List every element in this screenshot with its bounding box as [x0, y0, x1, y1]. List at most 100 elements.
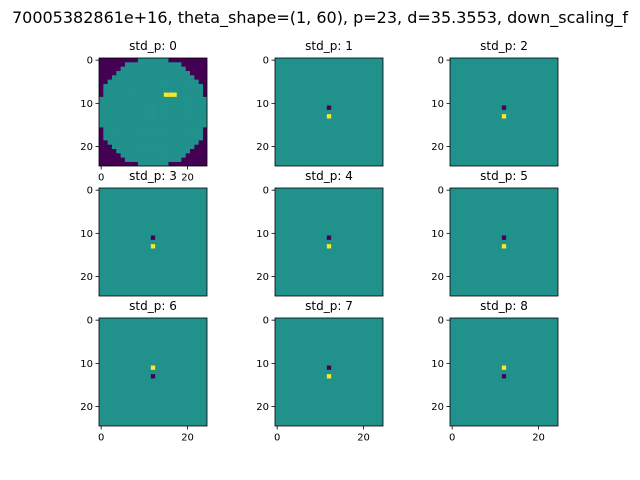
heatmap-cell	[133, 118, 139, 124]
heatmap-cell	[137, 83, 143, 89]
heatmap-cell	[150, 96, 156, 102]
heatmap-cell	[185, 105, 191, 111]
heatmap-cell	[146, 140, 152, 145]
heatmap-cell	[120, 131, 126, 137]
heatmap-cell	[103, 114, 108, 119]
y-tick-label: 0	[263, 186, 269, 197]
heatmap-cell	[172, 101, 178, 106]
y-tick-label: 20	[80, 272, 93, 283]
heatmap-cell	[124, 66, 130, 72]
heatmap-cell	[189, 122, 195, 128]
heatmap-cell	[99, 96, 104, 102]
heatmap-cell-low	[501, 374, 507, 379]
heatmap-cell	[176, 140, 182, 145]
heatmap-cell	[168, 88, 173, 93]
heatmap-cell	[124, 70, 130, 76]
heatmap-cell	[111, 75, 117, 80]
axes-frame	[449, 57, 559, 167]
heatmap-cell	[124, 75, 130, 80]
heatmap-cell	[150, 118, 156, 124]
heatmap-cell	[103, 101, 108, 106]
heatmap-cell	[172, 127, 178, 132]
heatmap-cell	[107, 131, 113, 137]
heatmap-cell	[142, 109, 147, 115]
x-tick-label: 20	[181, 433, 194, 444]
heatmap-cell-high	[501, 114, 507, 119]
heatmap-cell	[159, 118, 165, 124]
heatmap-cell	[172, 122, 178, 128]
heatmap-cell	[120, 122, 126, 128]
heatmap-cell	[137, 79, 143, 85]
heatmap-cell	[111, 92, 117, 98]
heatmap-cell	[111, 101, 117, 106]
heatmap-cell	[163, 75, 169, 80]
heatmap-cell	[194, 96, 199, 102]
heatmap-cell	[107, 114, 113, 119]
heatmap-cell	[181, 109, 186, 115]
heatmap-cell	[194, 79, 199, 85]
heatmap-cell	[142, 131, 147, 137]
heatmap-cell	[124, 114, 130, 119]
heatmap-cell	[155, 70, 160, 76]
heatmap-cell	[163, 148, 169, 154]
heatmap-cell	[133, 109, 139, 115]
heatmap-cell	[120, 66, 126, 72]
heatmap-cell	[111, 109, 117, 115]
heatmap-cell	[150, 79, 156, 85]
heatmap-cell	[146, 109, 152, 115]
heatmap-cell	[99, 118, 104, 124]
heatmap-cell	[124, 88, 130, 93]
x-tick-label: 0	[449, 433, 455, 444]
heatmap-cell	[194, 140, 199, 145]
heatmap-cell	[176, 122, 182, 128]
y-tick-label: 10	[256, 229, 269, 240]
heatmap-cell	[159, 88, 165, 93]
heatmap-cell	[155, 140, 160, 145]
heatmap-cell	[198, 83, 203, 89]
heatmap-cell	[129, 66, 134, 72]
heatmap-cell	[198, 92, 203, 98]
heatmap-cell	[103, 135, 108, 141]
heatmap-cell	[194, 88, 199, 93]
y-tick-label: 0	[263, 56, 269, 67]
heatmap-cell	[185, 75, 191, 80]
heatmap-cell	[116, 135, 121, 141]
heatmap-cell	[146, 79, 152, 85]
heatmap-cell	[163, 109, 169, 115]
heatmap-cell	[202, 101, 208, 106]
heatmap-cell	[194, 109, 199, 115]
heatmap-cell	[176, 70, 182, 76]
heatmap-cell	[120, 75, 126, 80]
heatmap-cell-low	[326, 105, 332, 110]
heatmap-cell	[159, 144, 165, 150]
heatmap-cell	[150, 161, 156, 167]
heatmap-background	[275, 58, 383, 166]
heatmap-cell	[129, 105, 134, 111]
heatmap-cell	[120, 114, 126, 119]
heatmap-cell	[99, 101, 104, 106]
heatmap-cell	[176, 148, 182, 154]
x-tick-label: 20	[181, 173, 194, 184]
heatmap-cell	[168, 122, 173, 128]
heatmap-cell	[194, 101, 199, 106]
heatmap-cell	[155, 109, 160, 115]
x-tick-label: 20	[532, 433, 545, 444]
heatmap-panel-5: 0 10 20 std_p: 5	[431, 169, 559, 297]
heatmap-cell	[194, 127, 199, 132]
heatmap-cell	[198, 131, 203, 137]
heatmap-cell	[133, 148, 139, 154]
heatmap-cell	[120, 127, 126, 132]
heatmap-cell	[111, 105, 117, 111]
heatmap-cell	[103, 131, 108, 137]
heatmap-cell	[168, 96, 173, 102]
heatmap-cell	[176, 92, 182, 98]
heatmap-cell	[137, 62, 143, 67]
heatmap-cell	[168, 66, 173, 72]
heatmap-cell	[172, 79, 178, 85]
heatmap-cell	[111, 131, 117, 137]
subplot-title: std_p: 4	[305, 169, 353, 183]
heatmap-panel-2: 0 10 20 std_p: 2	[431, 39, 559, 167]
heatmap-cell	[181, 153, 186, 158]
heatmap-cell	[194, 122, 199, 128]
